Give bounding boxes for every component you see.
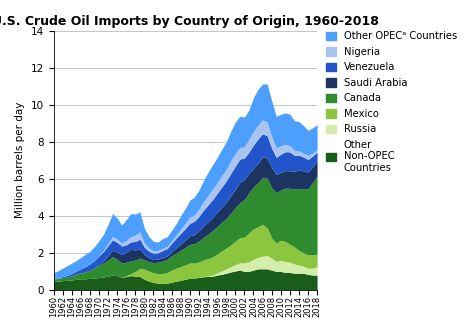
- Title: U.S. Crude Oil Imports by Country of Origin, 1960-2018: U.S. Crude Oil Imports by Country of Ori…: [0, 15, 379, 28]
- Y-axis label: Million barrels per day: Million barrels per day: [15, 102, 25, 218]
- Legend: Other OPECᵃ Countries, Nigeria, Venezuela, Saudi Arabia, Canada, Mexico, Russia,: Other OPECᵃ Countries, Nigeria, Venezuel…: [325, 30, 458, 174]
